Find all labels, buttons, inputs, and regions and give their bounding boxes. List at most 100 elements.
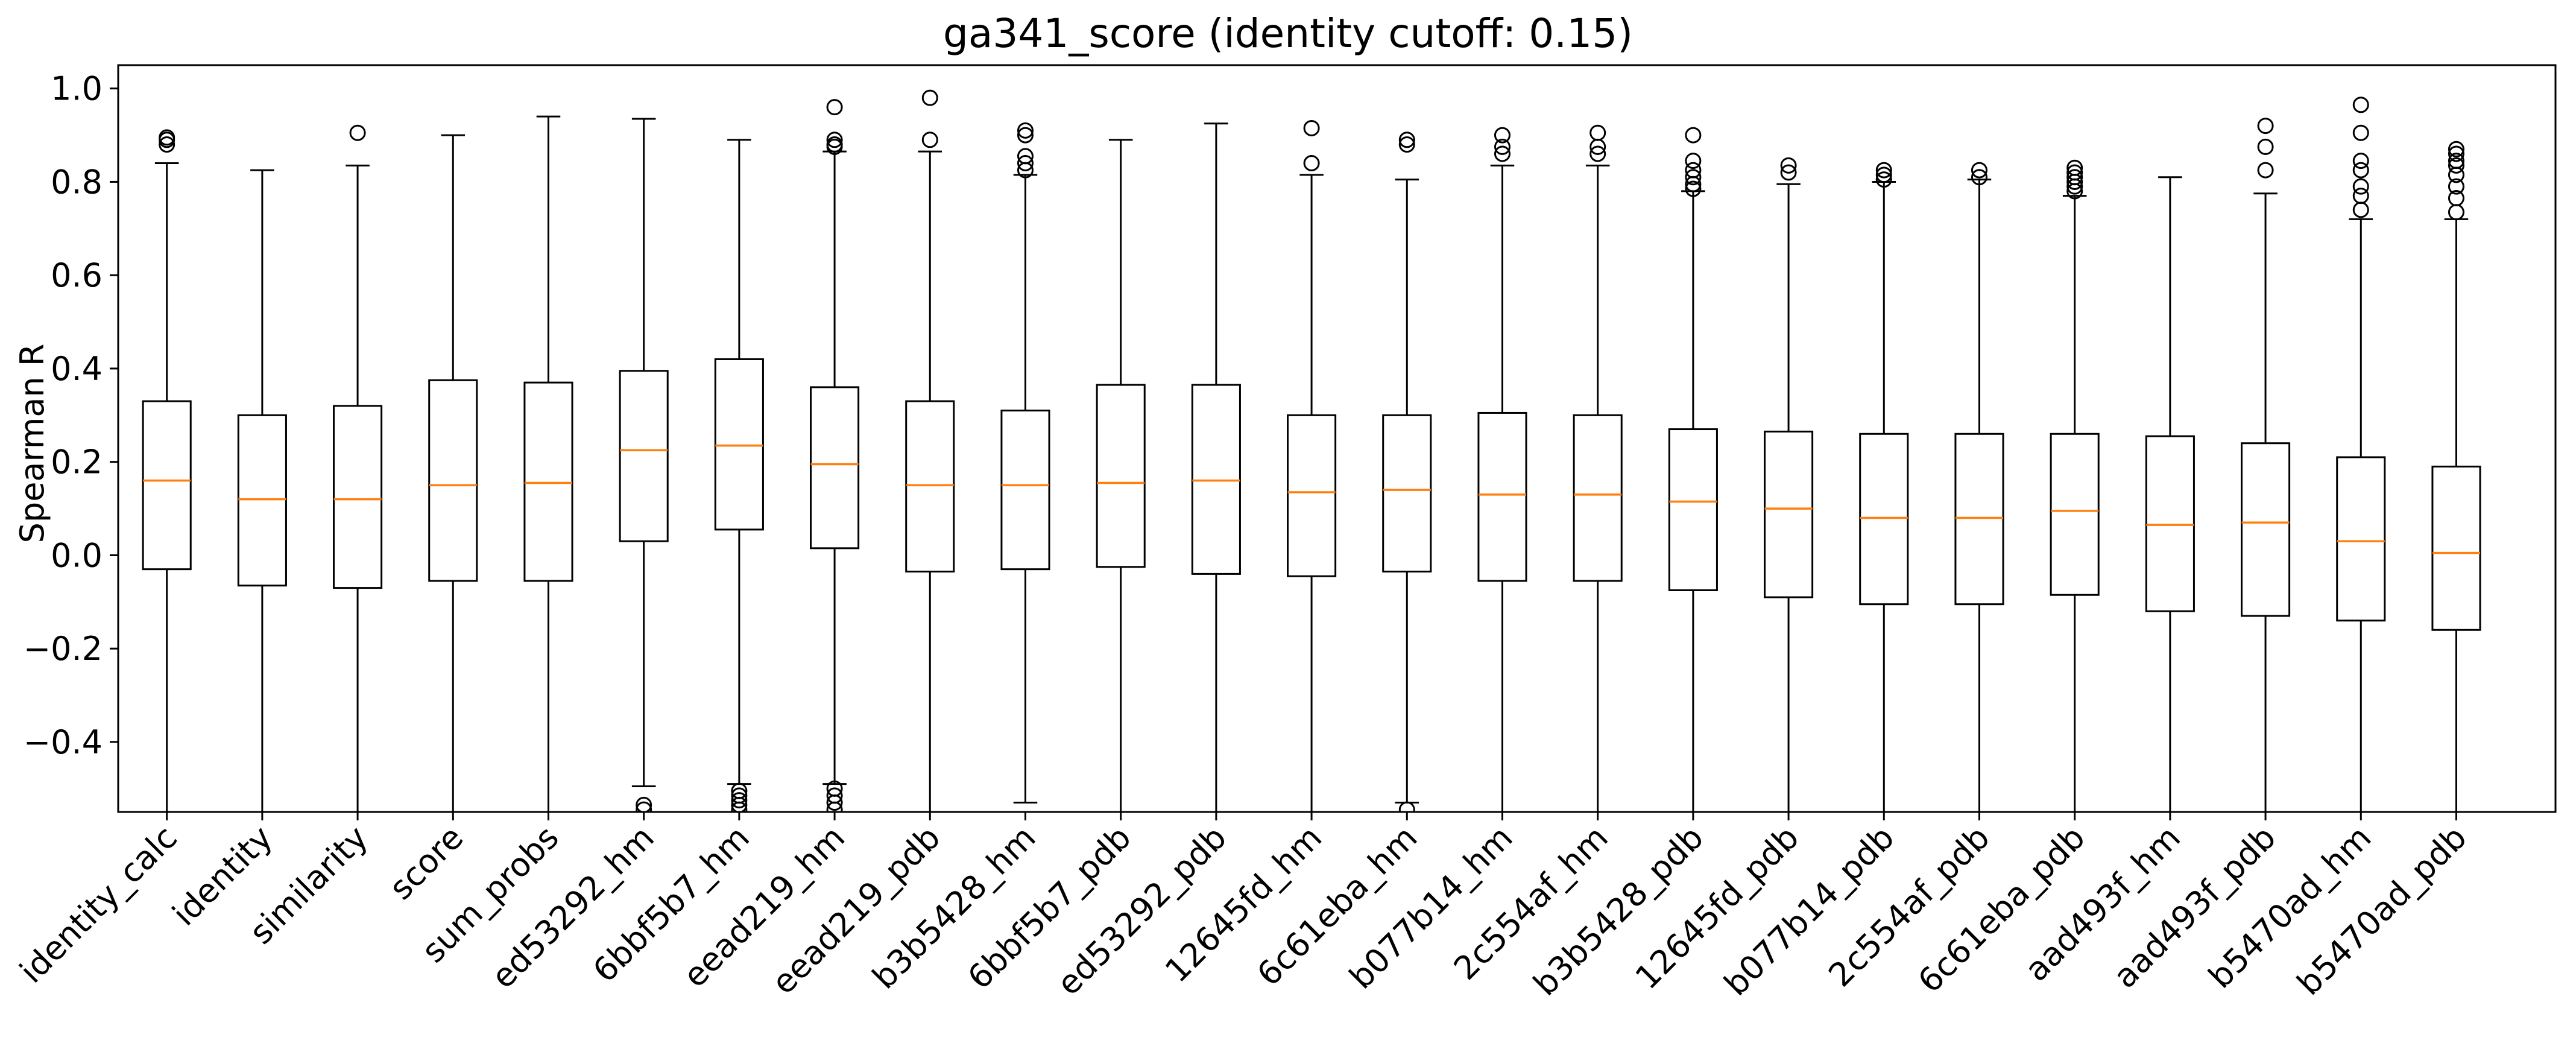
outlier-point [2448, 190, 2464, 207]
box-iqr [2145, 435, 2195, 612]
x-tick-label: b5470ad_pdb [2290, 819, 2473, 1003]
box-iqr [1096, 384, 1146, 568]
box-iqr [2336, 456, 2386, 622]
x-tick-label: b5470ad_hm [2201, 819, 2378, 996]
box-aad493f_hm [2145, 176, 2195, 812]
box-iqr [523, 381, 573, 582]
box-iqr [2050, 433, 2100, 596]
outlier-point [1875, 162, 1892, 179]
x-tick-label: b077b14_hm [1342, 819, 1520, 997]
x-tick-label: eead219_pdb [765, 819, 948, 1002]
outlier-point [1017, 122, 1034, 139]
outlier-point [2448, 153, 2464, 170]
outlier-point [2352, 188, 2369, 204]
x-tick-label: ed53292_pdb [1050, 819, 1234, 1003]
box-iqr [2241, 442, 2291, 617]
y-tick-label: −0.2 [24, 630, 103, 668]
outlier-point [2448, 145, 2464, 162]
box-score [428, 134, 478, 812]
outlier-point [2257, 118, 2274, 135]
box-b3b5428_hm [1000, 122, 1050, 804]
box-iqr [810, 386, 860, 550]
box-iqr [714, 358, 764, 531]
outlier-point [2352, 153, 2369, 170]
outlier-point [636, 796, 652, 812]
outlier-point [1685, 153, 1702, 170]
box-b077b14_pdb [1859, 162, 1909, 812]
outlier-point [1875, 171, 1892, 188]
x-tick-label: ed53292_hm [484, 819, 661, 996]
outlier-point [1589, 145, 1606, 162]
y-tick-label: 0.8 [51, 163, 103, 201]
outlier-point [1780, 164, 1797, 181]
outlier-point [1875, 166, 1892, 183]
box-sum_probs [523, 115, 573, 812]
outlier-point [1303, 154, 1320, 171]
outlier-point [2352, 201, 2369, 218]
y-tick-label: 0.4 [51, 350, 103, 388]
chart-title: ga341_score (identity cutoff: 0.15) [943, 10, 1633, 57]
x-tick-label: 6bbf5b7_pdb [960, 819, 1138, 997]
box-6bbf5b7_pdb [1096, 139, 1146, 812]
box-12645fd_pdb [1764, 157, 1814, 812]
outlier-point [826, 132, 843, 148]
y-axis-label: Spearman R [13, 344, 51, 544]
outlier-point [159, 136, 175, 153]
outlier-point [636, 801, 652, 812]
box-12645fd_hm [1287, 119, 1337, 812]
outlier-point [2352, 124, 2369, 141]
box-6c61eba_pdb [2050, 159, 2100, 812]
box-2c554af_pdb [1954, 162, 2004, 812]
outlier-point [1398, 801, 1415, 812]
outlier-point [2352, 162, 2369, 179]
box-iqr [428, 379, 478, 582]
outlier-point [1971, 162, 1987, 179]
box-b077b14_hm [1477, 127, 1527, 812]
outlier-point [2066, 159, 2083, 176]
y-tick-label: −0.4 [24, 723, 103, 761]
box-iqr [142, 400, 192, 571]
box-iqr [1573, 414, 1623, 582]
box-eead219_hm [810, 99, 860, 812]
box-aad493f_pdb [2241, 118, 2291, 812]
outlier-point [2066, 169, 2083, 186]
outlier-point [1494, 127, 1511, 144]
outlier-point [349, 124, 366, 141]
box-iqr [2431, 465, 2481, 631]
x-tick-label: 12645fd_pdb [1628, 819, 1807, 997]
outlier-point [2257, 162, 2274, 179]
outlier-point [2352, 97, 2369, 113]
box-iqr [1287, 414, 1337, 577]
outlier-point [1398, 132, 1415, 148]
outlier-point [1017, 127, 1034, 144]
box-iqr [1191, 384, 1241, 575]
outlier-point [2066, 164, 2083, 181]
outlier-point [921, 89, 938, 106]
outlier-point [1494, 138, 1511, 155]
x-tick-label: b077b14_pdb [1717, 819, 1901, 1003]
plot-frame [117, 64, 2557, 813]
outlier-point [1685, 127, 1702, 144]
outlier-point [826, 99, 843, 116]
outlier-point [1017, 154, 1034, 171]
x-tick-label: 6c61eba_pdb [1911, 819, 2092, 1000]
y-tick-label: 0.0 [51, 536, 103, 574]
box-b5470ad_pdb [2431, 141, 2481, 812]
box-iqr [905, 400, 955, 573]
x-tick-label: b3b5428_pdb [1526, 819, 1711, 1003]
box-eead219_pdb [905, 89, 955, 812]
box-iqr [1954, 433, 2004, 606]
box-iqr [237, 414, 287, 587]
outlier-point [731, 796, 748, 812]
box-6bbf5b7_hm [714, 139, 764, 812]
box-b3b5428_pdb [1668, 127, 1718, 812]
box-6c61eba_hm [1382, 132, 1432, 812]
outlier-point [731, 792, 748, 809]
outlier-point [2257, 138, 2274, 155]
y-axis: −0.4 −0.2 0.0 0.2 0.4 0.6 0.8 1.0 [24, 70, 118, 761]
x-tick-label: eead219_hm [676, 819, 853, 995]
outlier-point [1780, 157, 1797, 174]
x-tick-label: aad493f_pdb [2106, 819, 2284, 996]
